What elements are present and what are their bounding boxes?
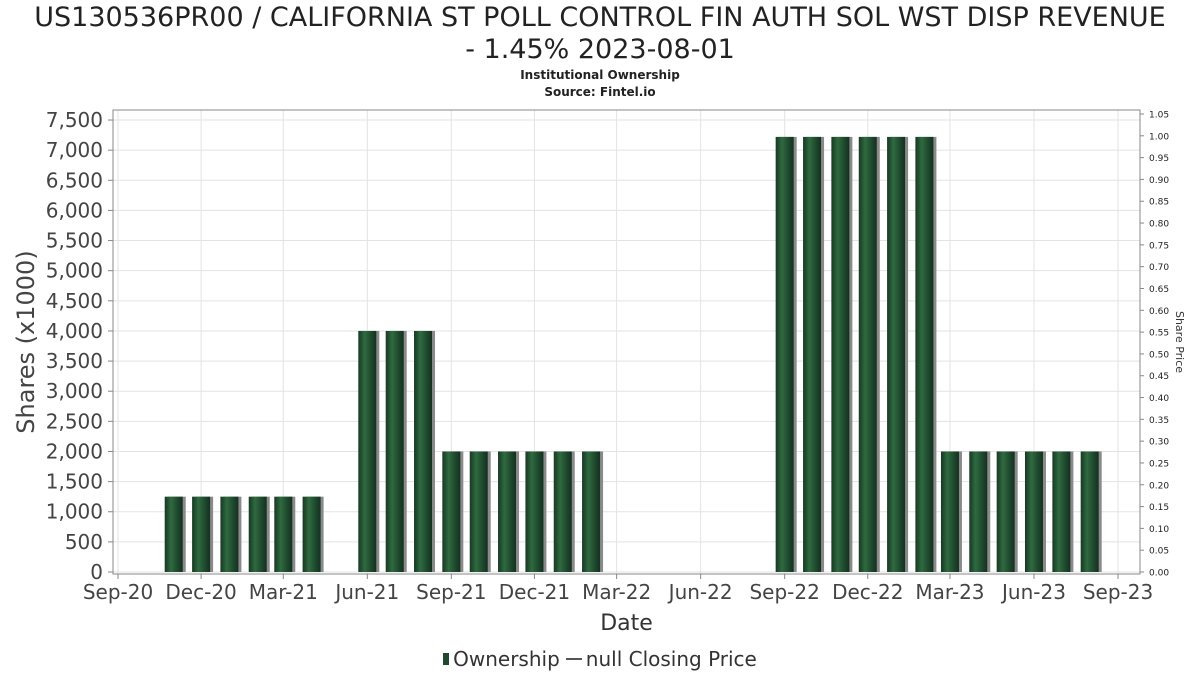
y-axis-label: Shares (x1000) [12,250,40,433]
secondary-y-axis-label: Share Price [1173,311,1186,373]
ownership-bar [1052,451,1071,572]
y-tick-label: 0 [90,560,103,584]
y2-tick-label: 0.95 [1149,154,1169,164]
axes: 0 500 1,000 1,500 2,000 2,500 3,000 3,500 4,000 4… [46,108,1170,604]
ownership-bar [220,496,239,572]
y2-tick-label: 0.05 [1149,547,1169,557]
y-tick-label: 5,000 [46,259,103,283]
y2-tick-label: 0.65 [1149,285,1169,295]
ownership-bar [1024,451,1043,572]
chart-legend: Ownership null Closing Price [0,647,1200,671]
x-tick-label: Sep-23 [1083,580,1153,604]
x-tick-label: Mar-22 [582,580,651,604]
ownership-bar [582,451,601,572]
ownership-bar [442,451,461,572]
ownership-bar [887,136,906,572]
ownership-bar [248,496,267,572]
y-tick-label: 4,000 [46,319,103,343]
x-tick-label: Dec-22 [832,580,903,604]
ownership-bar [775,136,794,572]
y2-tick-label: 0.90 [1149,176,1169,186]
ownership-bar [469,451,488,572]
y-tick-label: 2,500 [46,409,103,433]
y2-tick-label: 0.75 [1149,241,1169,251]
legend-ownership-label: Ownership [453,647,560,671]
x-tick-label: Mar-21 [249,580,318,604]
y2-tick-label: 0.80 [1149,220,1169,230]
ownership-bar [385,330,404,572]
ownership-bar [996,451,1015,572]
chart-title-line-1: US130536PR00 / CALIFORNIA ST POLL CONTRO… [34,2,1166,33]
y2-tick-label: 0.30 [1149,438,1169,448]
y2-tick-label: 0.40 [1149,394,1169,404]
y2-tick-label: 0.85 [1149,198,1169,208]
y2-tick-label: 0.70 [1149,263,1169,273]
y2-tick-label: 0.25 [1149,459,1169,469]
y-tick-label: 2,000 [46,439,103,463]
y2-tick-label: 1.05 [1149,111,1169,121]
ownership-bar [915,136,934,572]
y2-tick-label: 0.15 [1149,503,1169,513]
x-axis-label: Date [600,611,653,636]
y-tick-label: 1,500 [46,470,103,494]
x-tick-label: Dec-21 [499,580,570,604]
y2-tick-label: 0.45 [1149,372,1169,382]
y-tick-label: 7,500 [46,108,103,132]
chart-title-line-2: - 1.45% 2023-08-01 [465,34,735,65]
y2-tick-label: 0.60 [1149,307,1169,317]
ownership-bar [192,496,211,572]
ownership-bars [164,136,1102,572]
plot-area-frame [112,109,1141,575]
y-tick-label: 6,500 [46,168,103,192]
closing-price-legend-swatch [565,658,582,660]
grid-lines [113,110,1140,574]
y2-tick-label: 0.20 [1149,481,1169,491]
y-tick-label: 5,500 [46,229,103,253]
y-tick-label: 7,000 [46,138,103,162]
legend-closing-price-label: null Closing Price [585,647,757,671]
y-tick-label: 6,000 [46,198,103,222]
ownership-bar [940,451,959,572]
x-tick-label: Jun-21 [333,580,399,604]
chart-subtitle: Institutional Ownership [520,68,680,82]
ownership-bar [969,451,988,572]
ownership-bar [302,496,321,572]
y-tick-label: 3,500 [46,349,103,373]
ownership-bar [525,451,544,572]
y2-tick-label: 0.10 [1149,525,1169,535]
ownership-bar [803,136,822,572]
x-tick-label: Sep-21 [416,580,486,604]
y-tick-label: 1,000 [46,500,103,524]
x-tick-label: Jun-22 [667,580,733,604]
ownership-legend-swatch [443,653,450,665]
ownership-bar [498,451,517,572]
x-tick-label: Sep-22 [749,580,819,604]
y2-tick-label: 1.00 [1149,132,1169,142]
ownership-bar [831,136,850,572]
ownership-bar [414,330,433,572]
y-tick-label: 4,500 [46,289,103,313]
x-tick-label: Jun-23 [1000,580,1066,604]
ownership-bar [358,330,377,572]
ownership-bar [274,496,293,572]
y2-tick-label: 0.55 [1149,329,1169,339]
y2-tick-label: 0.35 [1149,416,1169,426]
y2-tick-label: 0.50 [1149,350,1169,360]
x-tick-label: Sep-20 [83,580,153,604]
ownership-bar [858,136,877,572]
y-tick-label: 3,000 [46,379,103,403]
ownership-bar [553,451,572,572]
x-tick-label: Dec-20 [165,580,236,604]
chart-source: Source: Fintel.io [544,85,656,99]
x-tick-label: Mar-23 [915,580,984,604]
y2-tick-label: 0.00 [1149,569,1169,579]
y-tick-label: 500 [65,530,103,554]
ownership-bar [1080,451,1099,572]
ownership-bar [164,496,183,572]
